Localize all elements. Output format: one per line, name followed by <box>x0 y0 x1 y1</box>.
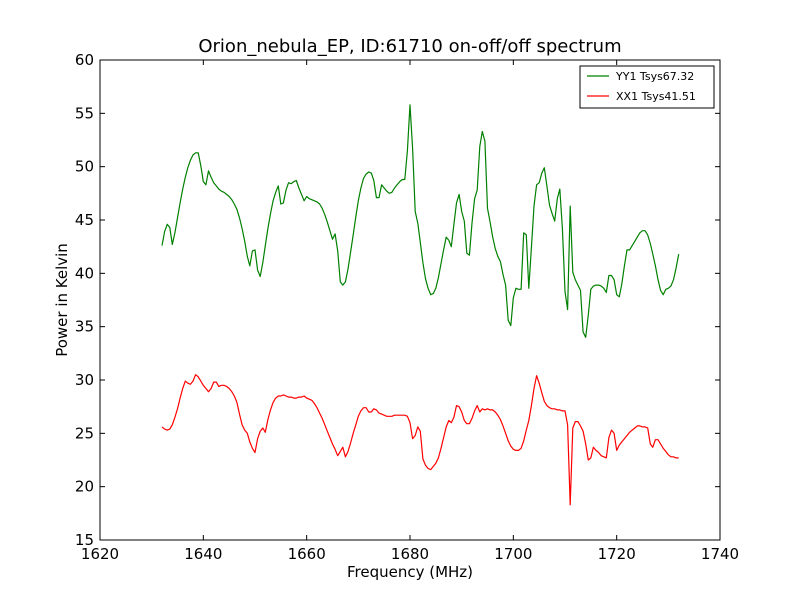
x-tick-label: 1720 <box>598 545 636 563</box>
y-tick-label: 40 <box>75 264 94 282</box>
legend-label-xx1: XX1 Tsys41.51 <box>616 90 696 103</box>
y-tick-label: 25 <box>75 424 94 442</box>
series-line-xx1 <box>161 374 679 506</box>
y-tick-label: 20 <box>75 478 94 496</box>
legend-label-yy1: YY1 Tsys67.32 <box>615 70 694 83</box>
y-tick-label: 15 <box>75 531 94 549</box>
y-tick-label: 55 <box>75 104 94 122</box>
y-axis-label: Power in Kelvin <box>53 243 71 357</box>
y-tick-label: 30 <box>75 371 94 389</box>
x-tick-label: 1700 <box>494 545 532 563</box>
series-line-yy1 <box>161 104 680 338</box>
y-tick-label: 35 <box>75 318 94 336</box>
y-tick-label: 50 <box>75 158 94 176</box>
legend-box <box>579 65 715 109</box>
x-tick-label: 1740 <box>701 545 739 563</box>
y-tick-label: 45 <box>75 211 94 229</box>
x-tick-label: 1620 <box>81 545 119 563</box>
legend: YY1 Tsys67.32 XX1 Tsys41.51 <box>579 65 715 109</box>
x-tick-label: 1680 <box>391 545 429 563</box>
axis-ticks: 1620 1640 1660 1680 1700 1720 1740 15 20 25 30 35 40… <box>75 51 739 563</box>
x-axis-label: Frequency (MHz) <box>347 563 473 581</box>
x-tick-label: 1660 <box>288 545 326 563</box>
x-tick-label: 1640 <box>184 545 222 563</box>
y-tick-label: 60 <box>75 51 94 69</box>
plot-frame <box>99 59 721 541</box>
chart-title: Orion_nebula_EP, ID:61710 on-off/off spe… <box>198 36 621 57</box>
series-layer <box>161 104 680 506</box>
